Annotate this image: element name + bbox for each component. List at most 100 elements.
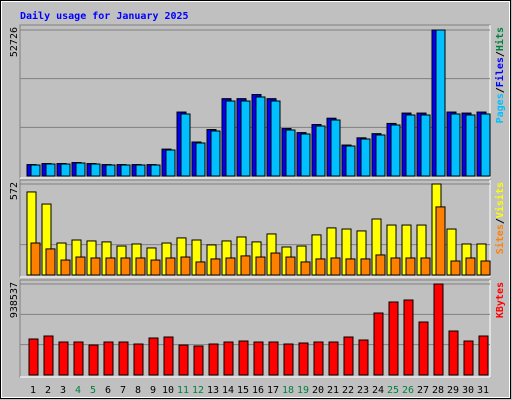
bar bbox=[465, 257, 476, 276]
x-tick-label: 23 bbox=[357, 385, 369, 396]
bar bbox=[255, 96, 266, 177]
bar bbox=[30, 242, 41, 276]
x-tick-label: 19 bbox=[297, 385, 309, 396]
bar bbox=[270, 252, 281, 276]
bar bbox=[298, 342, 309, 376]
bar bbox=[285, 256, 296, 276]
bar bbox=[225, 100, 236, 177]
bar bbox=[120, 257, 131, 276]
bar bbox=[268, 341, 279, 376]
x-tick-label: 27 bbox=[417, 385, 429, 396]
bar bbox=[343, 336, 354, 376]
bar bbox=[180, 113, 191, 177]
legend: Pages/Files/Hits bbox=[494, 27, 506, 123]
x-tick-label: 18 bbox=[282, 385, 294, 396]
bar bbox=[238, 340, 249, 376]
bar bbox=[328, 341, 339, 376]
bar bbox=[345, 258, 356, 276]
bar bbox=[210, 130, 221, 177]
bar bbox=[270, 100, 281, 177]
x-tick-label: 10 bbox=[162, 385, 174, 396]
bar bbox=[388, 301, 399, 376]
bar bbox=[390, 124, 401, 177]
bar bbox=[300, 133, 311, 177]
bar bbox=[375, 134, 386, 177]
bar bbox=[60, 163, 71, 177]
bar bbox=[90, 257, 101, 276]
bar bbox=[195, 261, 206, 276]
bar bbox=[420, 257, 431, 276]
bar bbox=[120, 164, 131, 177]
x-tick-label: 17 bbox=[267, 385, 279, 396]
x-tick-label: 8 bbox=[135, 385, 141, 396]
chart-title: Daily usage for January 2025 bbox=[20, 10, 189, 22]
x-tick-label: 13 bbox=[207, 385, 219, 396]
bar bbox=[178, 344, 189, 376]
bar bbox=[300, 261, 311, 276]
legend-separator: / bbox=[495, 87, 506, 93]
x-tick-label: 15 bbox=[237, 385, 249, 396]
x-tick-label: 29 bbox=[447, 385, 459, 396]
x-tick-label: 7 bbox=[120, 385, 126, 396]
bar bbox=[30, 164, 41, 177]
legend-separator: / bbox=[495, 51, 506, 57]
legend: Sites/Visits bbox=[494, 182, 506, 254]
bar bbox=[315, 125, 326, 177]
bar bbox=[375, 254, 386, 276]
bar bbox=[28, 338, 39, 376]
bar bbox=[403, 299, 414, 376]
bar bbox=[435, 206, 446, 276]
bar bbox=[43, 335, 54, 376]
bar bbox=[405, 114, 416, 177]
x-tick-label: 2 bbox=[45, 385, 51, 396]
bar bbox=[480, 260, 491, 276]
legend-entry: Visits bbox=[494, 182, 506, 218]
bar bbox=[465, 114, 476, 177]
legend-entry: KBytes bbox=[495, 282, 506, 318]
x-tick-label: 6 bbox=[105, 385, 111, 396]
bar bbox=[165, 149, 176, 177]
x-tick-label: 9 bbox=[150, 385, 156, 396]
bar bbox=[313, 341, 324, 376]
bar bbox=[210, 258, 221, 276]
x-tick-label: 5 bbox=[90, 385, 96, 396]
bar bbox=[255, 256, 266, 276]
x-tick-label: 30 bbox=[462, 385, 474, 396]
bar bbox=[418, 321, 429, 376]
bar bbox=[90, 163, 101, 177]
bar bbox=[150, 164, 161, 177]
bar bbox=[105, 257, 116, 276]
legend-separator: / bbox=[495, 218, 506, 224]
bar bbox=[165, 257, 176, 276]
y-tick-label: 938537 bbox=[9, 282, 20, 318]
y-tick-label: 572 bbox=[9, 182, 20, 200]
bar bbox=[240, 100, 251, 177]
bar bbox=[105, 164, 116, 177]
bar bbox=[103, 341, 114, 376]
legend-entry: Files bbox=[494, 57, 506, 87]
bar bbox=[135, 164, 146, 177]
x-tick-label: 1 bbox=[30, 385, 36, 396]
bar bbox=[283, 343, 294, 376]
bar bbox=[358, 339, 369, 376]
bar bbox=[60, 259, 71, 276]
bar bbox=[450, 113, 461, 177]
bar bbox=[118, 341, 129, 376]
bar bbox=[315, 258, 326, 276]
bar bbox=[390, 257, 401, 276]
legend-entry: Pages bbox=[495, 93, 506, 123]
y-tick-label: 52726 bbox=[9, 27, 20, 57]
bar bbox=[360, 258, 371, 276]
bar bbox=[360, 138, 371, 177]
bar bbox=[208, 343, 219, 376]
legend: KBytes bbox=[495, 282, 506, 318]
bar bbox=[148, 337, 159, 376]
x-tick-label: 26 bbox=[402, 385, 414, 396]
bar bbox=[240, 255, 251, 276]
bar bbox=[75, 256, 86, 276]
bar bbox=[45, 248, 56, 276]
bar bbox=[180, 256, 191, 276]
bar bbox=[193, 345, 204, 376]
bar bbox=[463, 340, 474, 376]
